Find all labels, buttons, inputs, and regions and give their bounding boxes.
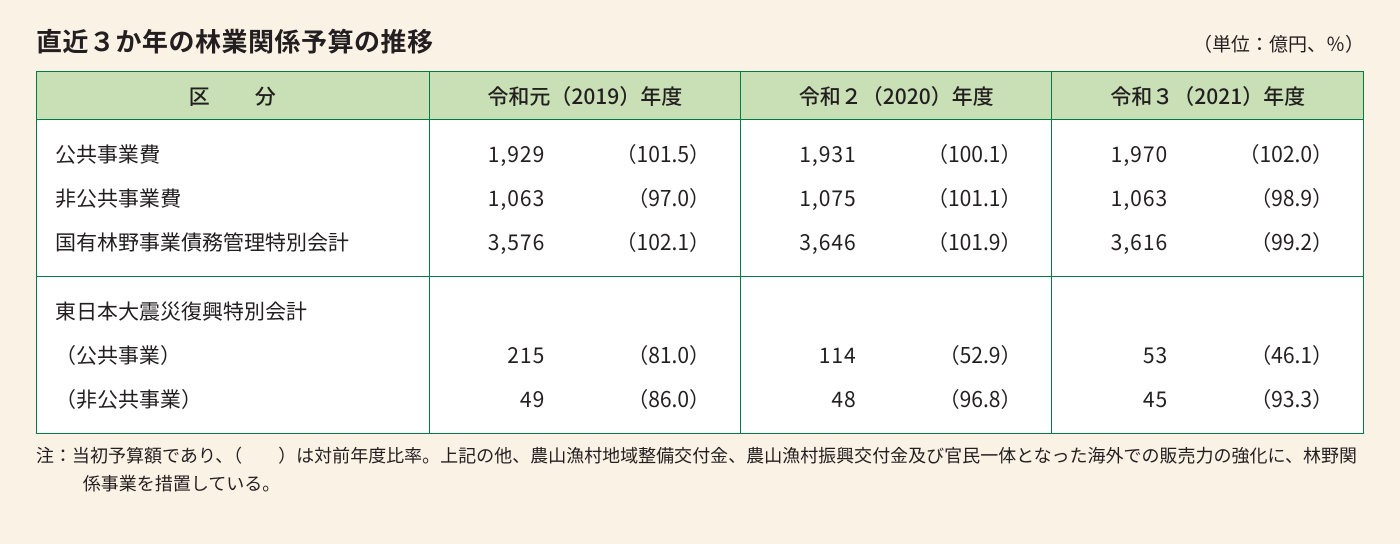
cell-percent: （81.0） xyxy=(555,333,710,377)
budget-table: 区 分 令和元（2019）年度 令和２（2020）年度 令和３（2021）年度 … xyxy=(36,71,1364,434)
group1-p2019: （101.5） （97.0） （102.1） xyxy=(555,120,740,277)
cell-percent: （93.3） xyxy=(1178,377,1333,421)
cell-percent: （96.8） xyxy=(867,377,1022,421)
cell-percent: （86.0） xyxy=(555,377,710,421)
row-label: 国有林野事業債務管理特別会計 xyxy=(55,220,429,264)
table-title: 直近３か年の林業関係予算の推移 xyxy=(36,22,434,59)
cell-value: 1,075 xyxy=(741,176,857,220)
cell-value: 45 xyxy=(1052,377,1168,421)
group2-v2019: 215 49 xyxy=(429,277,555,434)
group2-v2020: 114 48 xyxy=(741,277,867,434)
row-label: 非公共事業費 xyxy=(55,176,429,220)
group2-p2020: （52.9） （96.8） xyxy=(867,277,1052,434)
cell-percent: （52.9） xyxy=(867,333,1022,377)
cell-percent: （97.0） xyxy=(555,176,710,220)
cell-value: 1,063 xyxy=(1052,176,1168,220)
cell-value: 215 xyxy=(430,333,546,377)
cell-percent: （100.1） xyxy=(867,132,1022,176)
col-y2021: 令和３（2021）年度 xyxy=(1052,72,1364,120)
footnote: 注：当初予算額であり、（ ）は対前年度比率。上記の他、農山漁村地域整備交付金、農… xyxy=(36,442,1364,498)
cell-value: 49 xyxy=(430,377,546,421)
cell-percent: （101.1） xyxy=(867,176,1022,220)
table-header-row: 区 分 令和元（2019）年度 令和２（2020）年度 令和３（2021）年度 xyxy=(37,72,1364,120)
group2-heading: 東日本大震災復興特別会計 xyxy=(55,289,429,333)
page: 直近３か年の林業関係予算の推移 （単位：億円、％） 区 分 令和元（2019）年… xyxy=(0,0,1400,544)
unit-label: （単位：億円、％） xyxy=(1193,30,1364,57)
cell-percent: （98.9） xyxy=(1178,176,1333,220)
cell-value: 53 xyxy=(1052,333,1168,377)
group1-labels: 公共事業費 非公共事業費 国有林野事業債務管理特別会計 xyxy=(37,120,430,277)
cell-percent: （102.0） xyxy=(1178,132,1333,176)
table-row-group2: 東日本大震災復興特別会計 （公共事業） （非公共事業） 215 49 （81.0… xyxy=(37,277,1364,434)
group1-v2019: 1,929 1,063 3,576 xyxy=(429,120,555,277)
cell-value: 1,931 xyxy=(741,132,857,176)
cell-percent: （101.9） xyxy=(867,220,1022,264)
cell-value: 1,970 xyxy=(1052,132,1168,176)
group2-v2021: 53 45 xyxy=(1052,277,1178,434)
cell-value: 3,576 xyxy=(430,220,546,264)
cell-value: 1,929 xyxy=(430,132,546,176)
cell-value: 3,646 xyxy=(741,220,857,264)
row-label: （非公共事業） xyxy=(55,377,429,421)
group1-p2020: （100.1） （101.1） （101.9） xyxy=(867,120,1052,277)
group1-p2021: （102.0） （98.9） （99.2） xyxy=(1178,120,1363,277)
col-y2020: 令和２（2020）年度 xyxy=(741,72,1052,120)
cell-value: 1,063 xyxy=(430,176,546,220)
header-row: 直近３か年の林業関係予算の推移 （単位：億円、％） xyxy=(36,22,1364,59)
row-label: （公共事業） xyxy=(55,333,429,377)
cell-value: 48 xyxy=(741,377,857,421)
col-category: 区 分 xyxy=(37,72,430,120)
group2-p2019: （81.0） （86.0） xyxy=(555,277,740,434)
cell-percent: （99.2） xyxy=(1178,220,1333,264)
cell-percent: （46.1） xyxy=(1178,333,1333,377)
cell-percent: （101.5） xyxy=(555,132,710,176)
cell-value: 114 xyxy=(741,333,857,377)
cell-value: 3,616 xyxy=(1052,220,1168,264)
group1-v2021: 1,970 1,063 3,616 xyxy=(1052,120,1178,277)
group2-p2021: （46.1） （93.3） xyxy=(1178,277,1363,434)
cell-percent: （102.1） xyxy=(555,220,710,264)
row-label: 公共事業費 xyxy=(55,132,429,176)
table-row-group1: 公共事業費 非公共事業費 国有林野事業債務管理特別会計 1,929 1,063 … xyxy=(37,120,1364,277)
group1-v2020: 1,931 1,075 3,646 xyxy=(741,120,867,277)
group2-labels: 東日本大震災復興特別会計 （公共事業） （非公共事業） xyxy=(37,277,430,434)
col-y2019: 令和元（2019）年度 xyxy=(429,72,740,120)
